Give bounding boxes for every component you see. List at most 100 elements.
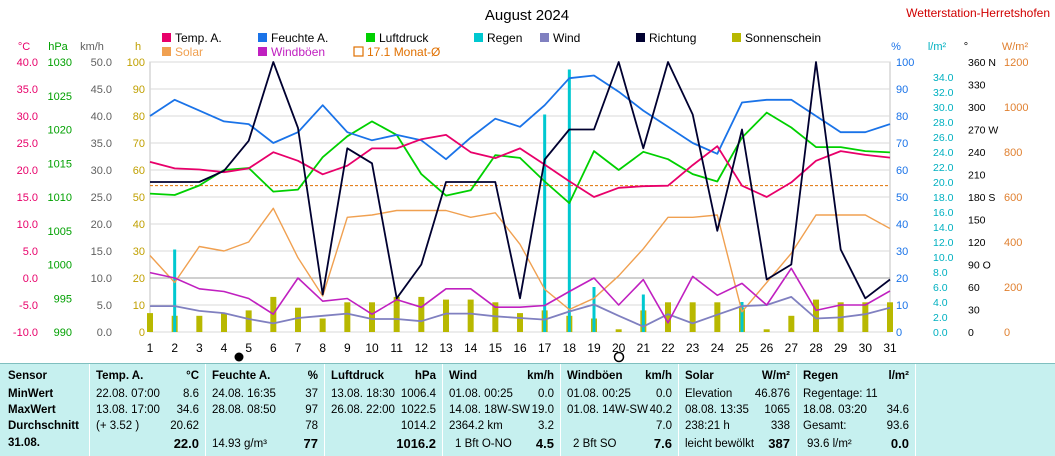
sunshine-bar — [418, 296, 425, 332]
pressure-line — [149, 111, 891, 205]
solar-condition: leicht bewölkt — [685, 438, 755, 450]
tick-label: 0.0 — [933, 327, 948, 339]
temp-max-value: 34.6 — [176, 404, 199, 416]
x-tick-label: 1 — [147, 341, 154, 355]
tick-label: 22.0 — [933, 162, 954, 174]
tick-label: 15.0 — [17, 192, 38, 204]
tick-label: 28.0 — [933, 117, 954, 129]
maxwert-label: MaxWert — [8, 404, 56, 416]
solar-elevation-value: 46.876 — [754, 388, 790, 400]
tick-label: 30 — [896, 246, 908, 258]
axis-unit-label: W/m² — [1002, 41, 1029, 53]
legend-label: Temp. A. — [175, 31, 222, 45]
direction-line — [150, 61, 891, 300]
humidity-unit: % — [307, 370, 318, 382]
rain-header: Regen — [803, 370, 839, 382]
tick-label: 20.0 — [17, 165, 38, 177]
tick-label: 45.0 — [91, 84, 112, 96]
temp-deviation: (+ 3.52 ) — [96, 420, 140, 432]
tick-label: 0.0 — [23, 273, 38, 285]
tick-label: 4.0 — [933, 297, 948, 309]
tick-label: 40 — [133, 219, 145, 231]
gust-max-time: 01.08. 14W-SW — [567, 404, 648, 416]
sunshine-bar — [862, 302, 869, 332]
tick-label: 1030 — [48, 57, 72, 69]
tick-label: 40.0 — [17, 57, 38, 69]
humidity-avg-value: 78 — [305, 420, 318, 432]
tick-label: 10 — [133, 300, 145, 312]
rain-bar — [641, 294, 645, 332]
gust-header: Windböen — [567, 370, 623, 382]
temp-avg-value: 20.62 — [170, 420, 199, 432]
x-tick-label: 25 — [735, 341, 749, 355]
humidity-max-value: 97 — [305, 404, 318, 416]
tick-label: 60 — [968, 282, 980, 294]
gust-line — [149, 267, 891, 324]
col-pressure: Luftdruck hPa 13.08. 18:30 1006.4 26.08.… — [324, 364, 442, 456]
legend-swatch — [162, 33, 171, 42]
pressure-max-value: 1022.5 — [400, 404, 436, 416]
tick-label: 0 — [139, 327, 145, 339]
tick-label: 600 — [1004, 192, 1022, 204]
legend-swatch — [258, 47, 267, 56]
tick-label: 90 O — [968, 260, 991, 272]
tick-label: 1010 — [48, 192, 72, 204]
gust-min-time: 01.08. 00:25 — [567, 388, 631, 400]
col-empty — [915, 364, 1055, 456]
temp-current-value: 22.0 — [173, 436, 199, 451]
temp-min-time: 22.08. 07:00 — [96, 388, 160, 400]
rain-total-label: Gesamt: — [803, 420, 847, 432]
tick-label: 120 — [968, 237, 986, 249]
tick-label: 1015 — [48, 158, 72, 170]
tick-label: 70 — [133, 138, 145, 150]
legend-swatch — [474, 33, 483, 42]
rain-bar — [592, 287, 596, 332]
x-tick-label: 24 — [711, 341, 725, 355]
tick-label: 30 — [133, 246, 145, 258]
rain-max-value: 34.6 — [886, 404, 909, 416]
tick-label: 10.0 — [91, 273, 112, 285]
weather-chart: August 2024 Wetterstation-Herretshofen Tem… — [13, 6, 1050, 363]
pressure-unit: hPa — [414, 370, 436, 382]
x-tick-label: 31 — [883, 341, 897, 355]
solar-elevation-label: Elevation — [685, 388, 733, 400]
tick-label: 8.0 — [933, 267, 948, 279]
tick-label: 20.0 — [933, 177, 954, 189]
tick-label: 18.0 — [933, 192, 954, 204]
tick-label: 30.0 — [933, 102, 954, 114]
humidity-header: Feuchte A. — [212, 370, 271, 382]
rain-bar — [740, 302, 744, 332]
tick-label: 300 — [968, 102, 986, 114]
x-tick-label: 10 — [365, 341, 379, 355]
legend-label: Feuchte A. — [271, 31, 328, 45]
tick-label: 5.0 — [23, 246, 38, 258]
col-temp: Temp. A. °C 22.08. 07:00 8.6 13.08. 17:0… — [89, 364, 205, 456]
legend-swatch — [732, 33, 741, 42]
pressure-max-time: 26.08. 22:00 — [331, 404, 395, 416]
x-tick-label: 26 — [760, 341, 774, 355]
solar-avg-value: 338 — [770, 420, 790, 432]
tick-label: 1200 — [1004, 57, 1028, 69]
tick-label: 10.0 — [933, 252, 954, 264]
solar-current-value: 387 — [768, 436, 790, 451]
x-tick-label: 21 — [637, 341, 651, 355]
full-moon-icon — [613, 351, 625, 363]
wind-max-time: 14.08. 18W-SW — [449, 404, 530, 416]
sunshine-bar — [369, 302, 375, 332]
x-tick-label: 19 — [587, 341, 601, 355]
tick-label: 6.0 — [933, 282, 948, 294]
legend-label: Wind — [553, 31, 580, 45]
sunshine-bar — [763, 329, 770, 332]
legend-label: Regen — [487, 31, 522, 45]
durchschnitt-label: Durchschnitt — [8, 420, 79, 432]
wind-unit: km/h — [527, 370, 554, 382]
tick-label: 330 — [968, 80, 986, 92]
wind-min-value: 0.0 — [538, 388, 554, 400]
col-humidity: Feuchte A. % 24.08. 16:35 37 28.08. 08:5… — [205, 364, 324, 456]
sunshine-bar — [245, 310, 252, 332]
x-tick-label: 9 — [344, 341, 351, 355]
tick-label: 26.0 — [933, 132, 954, 144]
tick-label: 90 — [133, 84, 145, 96]
gust-avg-value: 7.0 — [656, 420, 672, 432]
